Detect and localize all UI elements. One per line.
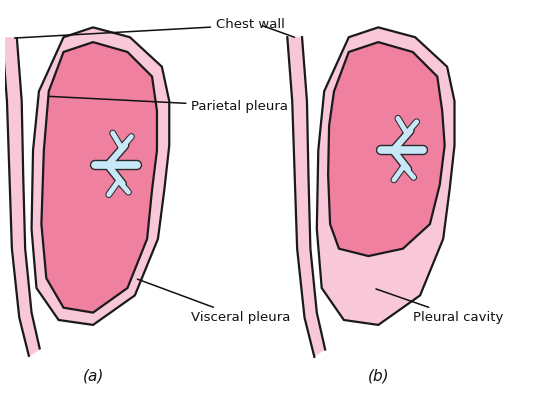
Text: (a): (a) (82, 369, 104, 384)
Text: (b): (b) (367, 369, 389, 384)
Text: Parietal pleura: Parietal pleura (49, 97, 288, 113)
Text: Pleural cavity: Pleural cavity (376, 289, 503, 324)
Polygon shape (328, 42, 444, 256)
Polygon shape (317, 28, 454, 325)
Text: Chest wall: Chest wall (15, 18, 285, 38)
Polygon shape (31, 28, 169, 325)
Polygon shape (2, 37, 40, 357)
Polygon shape (287, 37, 325, 357)
Text: Visceral pleura: Visceral pleura (138, 279, 291, 324)
Polygon shape (41, 42, 157, 312)
